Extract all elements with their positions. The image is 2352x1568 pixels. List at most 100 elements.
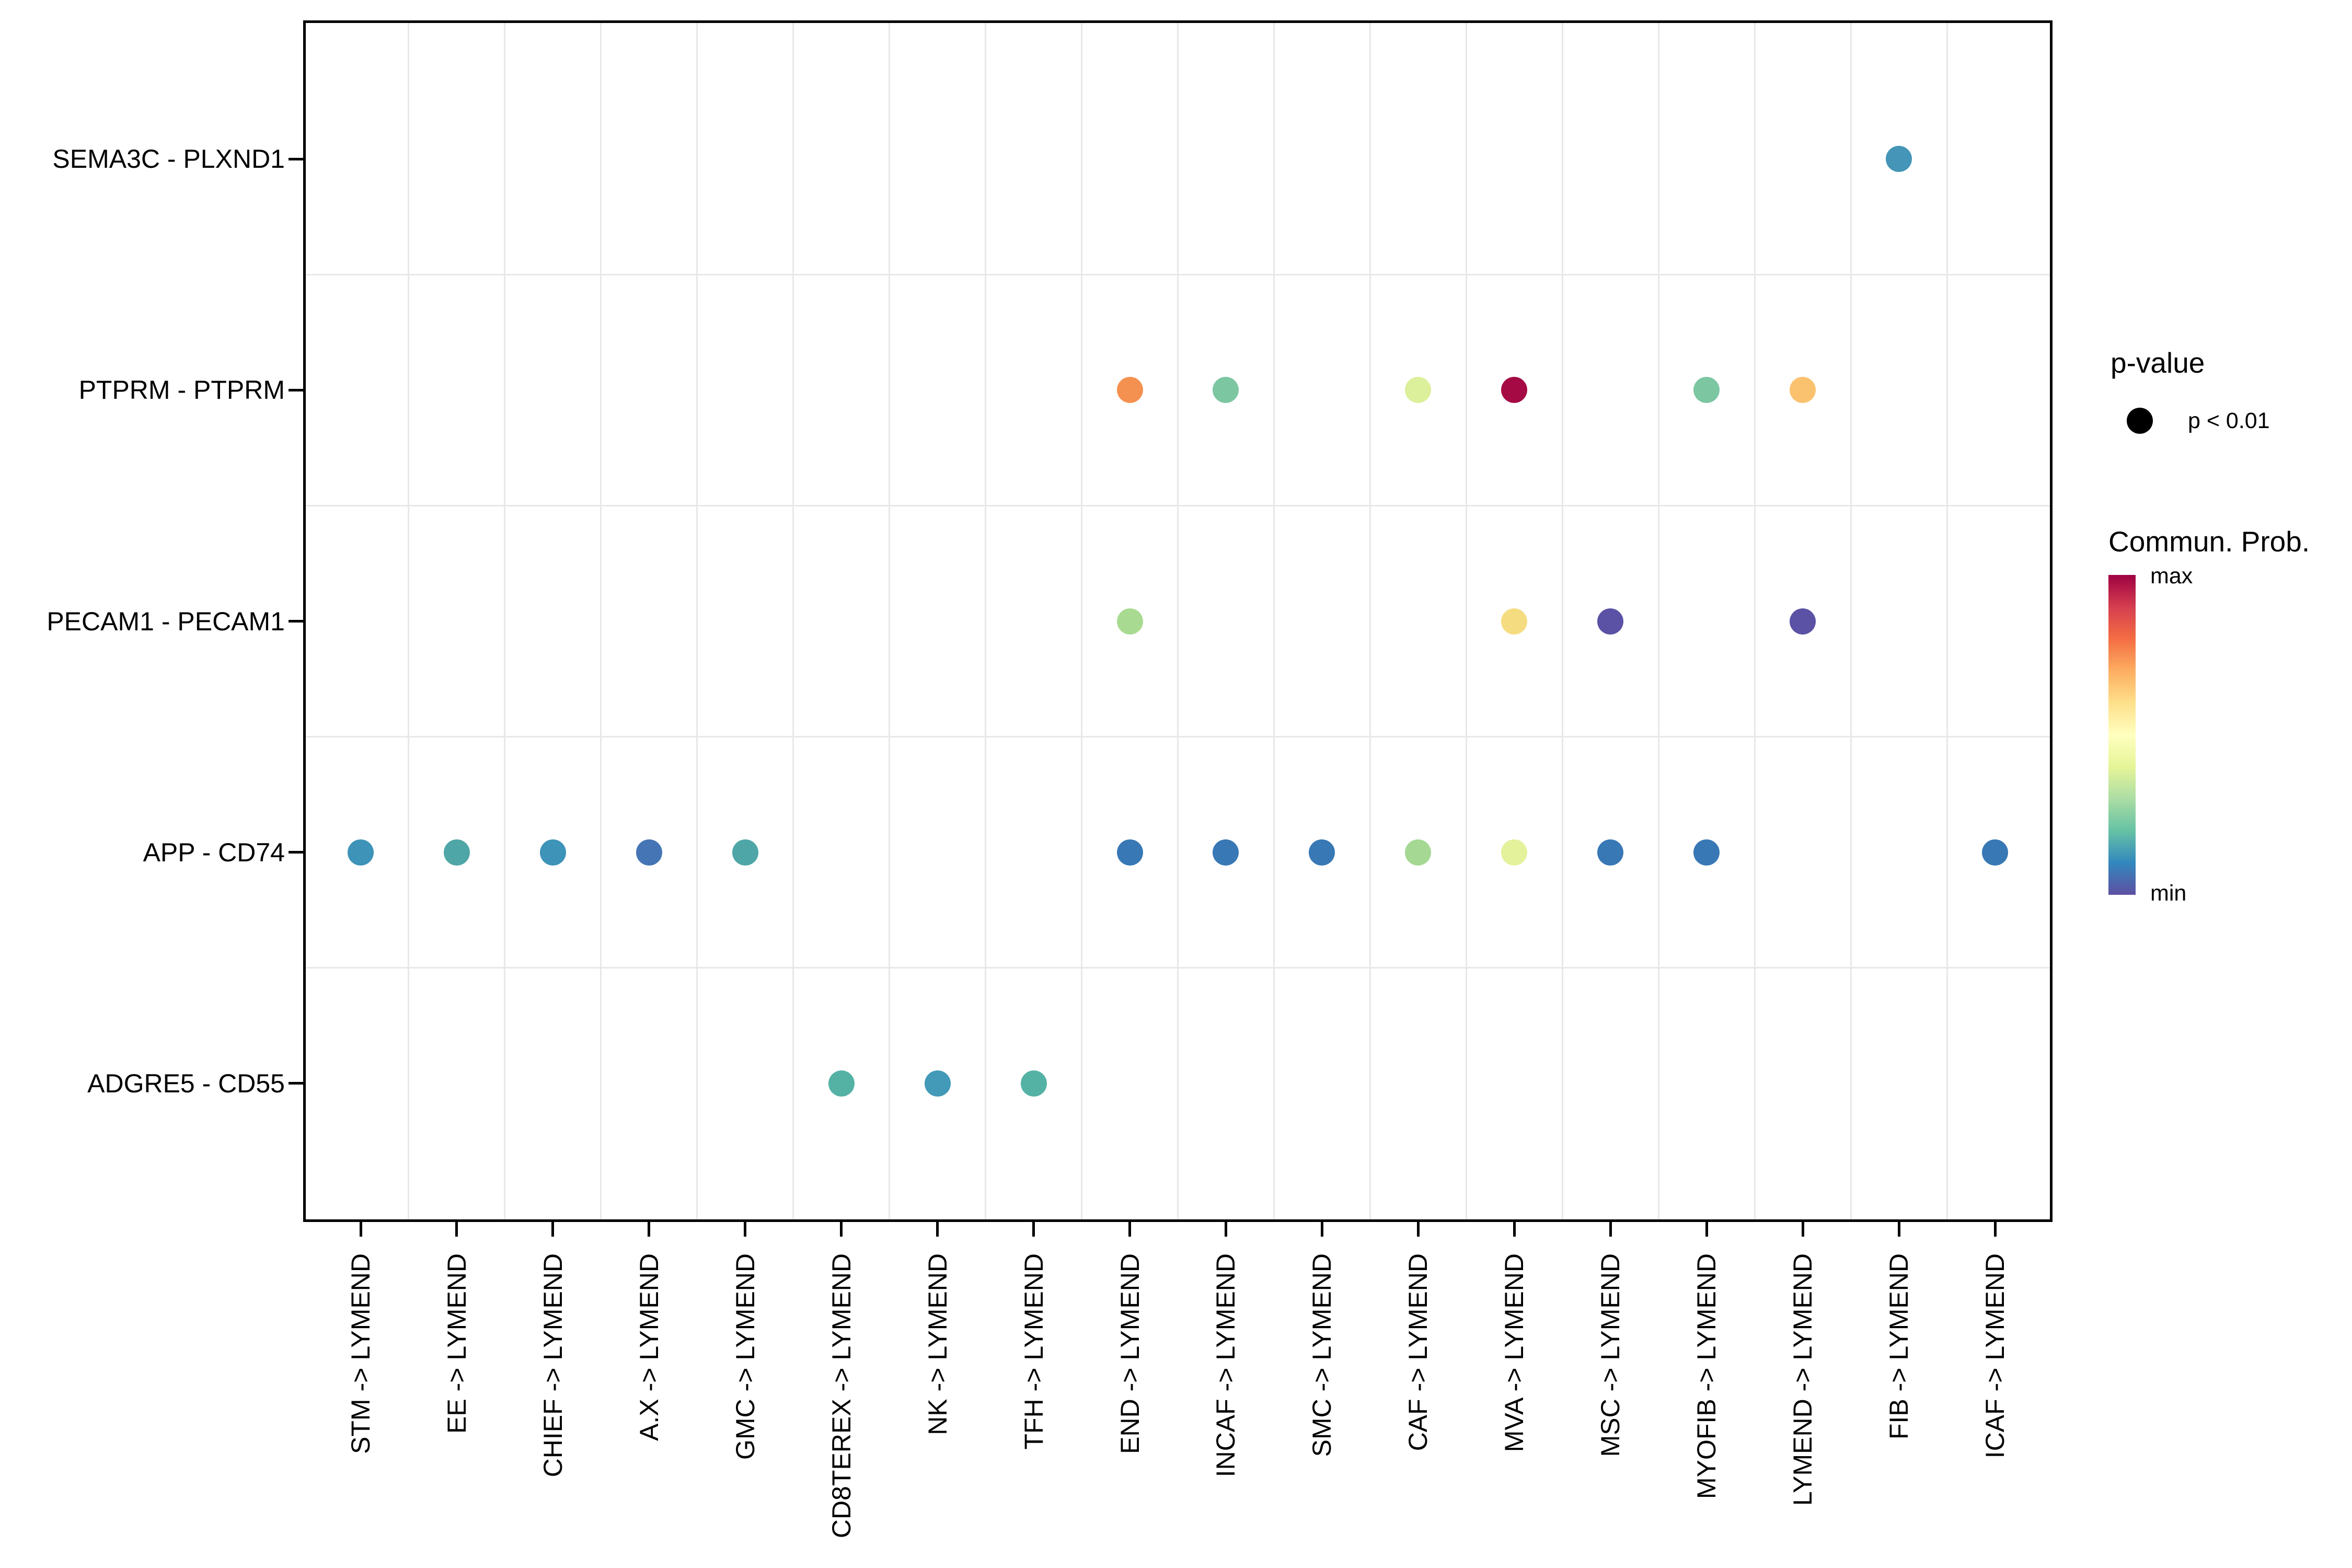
- data-dot: [1116, 377, 1143, 403]
- data-dot: [1982, 839, 2008, 866]
- data-dot: [1790, 377, 1816, 403]
- grid-line-vertical: [1850, 23, 1852, 1219]
- grid-line-vertical: [889, 23, 891, 1219]
- x-axis-tick: [1128, 1222, 1132, 1237]
- x-axis-tick: [744, 1222, 747, 1237]
- data-dot: [636, 839, 662, 866]
- grid-line-vertical: [408, 23, 410, 1219]
- x-axis-label: MVA -> LYMEND: [1500, 1253, 1529, 1452]
- grid-line-vertical: [1465, 23, 1467, 1219]
- grid-line-vertical: [600, 23, 602, 1219]
- pvalue-legend-dot-icon: [2127, 408, 2153, 434]
- commun-prob-colorbar: [2108, 575, 2136, 895]
- x-axis-tick: [455, 1222, 458, 1237]
- grid-line-vertical: [1657, 23, 1659, 1219]
- x-axis-label: STM -> LYMEND: [346, 1253, 375, 1454]
- y-axis-label: APP - CD74: [143, 837, 285, 867]
- data-dot: [539, 839, 566, 866]
- y-axis-label: PECAM1 - PECAM1: [47, 606, 285, 636]
- data-dot: [1597, 839, 1624, 866]
- grid-line-vertical: [504, 23, 506, 1219]
- grid-line-vertical: [985, 23, 987, 1219]
- x-axis-label: LYMEND -> LYMEND: [1788, 1253, 1818, 1506]
- y-axis-tick: [289, 1082, 303, 1085]
- data-dot: [924, 1070, 951, 1097]
- x-axis-tick: [551, 1222, 555, 1237]
- data-dot: [1693, 839, 1720, 866]
- x-axis-label: SMC -> LYMEND: [1307, 1253, 1337, 1457]
- panel-border: [303, 20, 2053, 1222]
- x-axis-label: ICAF -> LYMEND: [1980, 1253, 2010, 1459]
- grid-line-vertical: [792, 23, 794, 1219]
- data-dot: [1116, 608, 1143, 635]
- data-dot: [1213, 377, 1239, 403]
- x-axis-label: FIB -> LYMEND: [1884, 1253, 1914, 1440]
- data-dot: [443, 839, 470, 866]
- x-axis-tick: [359, 1222, 362, 1237]
- x-axis-label: CD8TEREX -> LYMEND: [826, 1253, 856, 1539]
- grid-line-vertical: [1369, 23, 1371, 1219]
- y-axis-label: PTPRM - PTPRM: [78, 375, 285, 405]
- data-dot: [1501, 608, 1528, 635]
- data-dot: [1886, 146, 1912, 172]
- x-axis-tick: [1801, 1222, 1804, 1237]
- grid-line-horizontal: [306, 273, 2050, 275]
- x-axis-label: CAF -> LYMEND: [1403, 1253, 1433, 1451]
- x-axis-label: GMC -> LYMEND: [730, 1253, 760, 1460]
- x-axis-tick: [1993, 1222, 1997, 1237]
- x-axis-tick: [1705, 1222, 1708, 1237]
- x-axis-tick: [840, 1222, 843, 1237]
- x-axis-label: TFH -> LYMEND: [1019, 1253, 1048, 1450]
- x-axis-label: NK -> LYMEND: [923, 1253, 952, 1435]
- x-axis-tick: [936, 1222, 939, 1237]
- x-axis-label: A.X -> LYMEND: [634, 1253, 664, 1441]
- data-dot: [828, 1070, 855, 1097]
- colorbar-title: Commun. Prob.: [2108, 525, 2310, 558]
- x-axis-tick: [648, 1222, 651, 1237]
- data-dot: [1405, 839, 1432, 866]
- x-axis-label: MSC -> LYMEND: [1596, 1253, 1625, 1457]
- y-axis-label: ADGRE5 - CD55: [87, 1068, 285, 1098]
- grid-line-vertical: [1273, 23, 1275, 1219]
- data-dot: [1501, 839, 1528, 866]
- x-axis-label: EE -> LYMEND: [442, 1253, 471, 1434]
- grid-line-horizontal: [306, 736, 2050, 738]
- x-axis-tick: [1609, 1222, 1612, 1237]
- x-axis-tick: [1320, 1222, 1323, 1237]
- y-axis-tick: [289, 388, 303, 391]
- x-axis-tick: [1032, 1222, 1035, 1237]
- colorbar-min-label: min: [2150, 881, 2187, 906]
- x-axis-tick: [1897, 1222, 1900, 1237]
- y-axis-tick: [289, 851, 303, 854]
- data-dot: [1405, 377, 1432, 403]
- colorbar-max-label: max: [2150, 563, 2193, 589]
- grid-line-vertical: [1561, 23, 1563, 1219]
- y-axis-label: SEMA3C - PLXND1: [52, 144, 285, 174]
- data-dot: [1501, 377, 1528, 403]
- grid-line-horizontal: [306, 967, 2050, 969]
- pvalue-legend-title: p-value: [2111, 347, 2205, 379]
- data-dot: [1597, 608, 1624, 635]
- y-axis-tick: [289, 157, 303, 160]
- grid-line-vertical: [1177, 23, 1179, 1219]
- x-axis-tick: [1224, 1222, 1227, 1237]
- grid-line-vertical: [696, 23, 698, 1219]
- x-axis-label: CHIEF -> LYMEND: [538, 1253, 568, 1478]
- y-axis-tick: [289, 620, 303, 622]
- data-dot: [348, 839, 374, 866]
- x-axis-label: END -> LYMEND: [1115, 1253, 1145, 1454]
- data-dot: [1309, 839, 1335, 866]
- data-dot: [1116, 839, 1143, 866]
- x-axis-tick: [1416, 1222, 1420, 1237]
- x-axis-label: MYOFIB -> LYMEND: [1692, 1253, 1722, 1499]
- grid-line-vertical: [1946, 23, 1948, 1219]
- data-dot: [1020, 1070, 1047, 1097]
- x-axis-tick: [1513, 1222, 1516, 1237]
- grid-line-vertical: [1754, 23, 1756, 1219]
- data-dot: [1213, 839, 1239, 866]
- x-axis-label: INCAF -> LYMEND: [1211, 1253, 1241, 1478]
- data-dot: [1790, 608, 1816, 635]
- pvalue-legend-label: p < 0.01: [2188, 408, 2270, 433]
- data-dot: [732, 839, 758, 866]
